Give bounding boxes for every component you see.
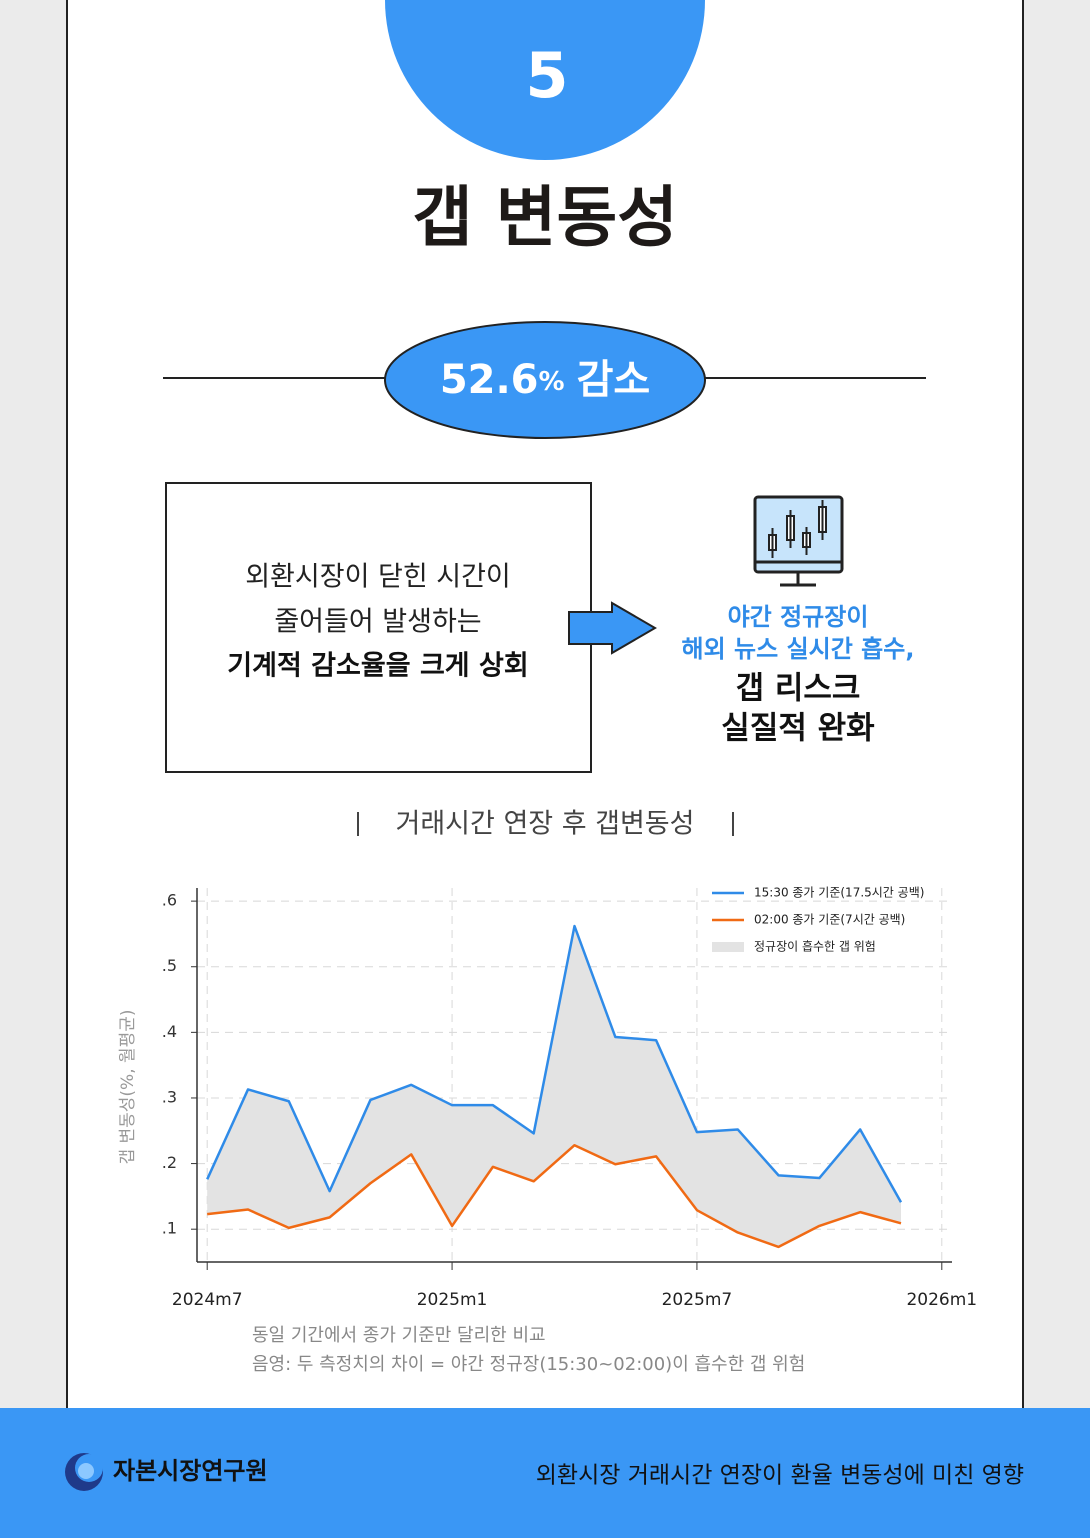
legend-label: 15:30 종가 기준(17.5시간 공백) (754, 886, 924, 900)
x-tick-label: 2026m1 (906, 1290, 977, 1310)
series-line (206, 924, 903, 1203)
y-tick-label: .4 (162, 1022, 177, 1041)
section-number: 5 (525, 39, 568, 112)
legend-label: 정규장이 흡수한 갭 위험 (754, 940, 876, 954)
x-tick-label: 2025m7 (662, 1290, 733, 1310)
legend-swatch (712, 942, 744, 952)
badge (384, 321, 706, 439)
x-tick-label: 2025m1 (417, 1290, 488, 1310)
number-circle (385, 0, 705, 160)
y-tick-label: .5 (162, 956, 177, 975)
y-tick-label: .3 (162, 1087, 177, 1106)
result-line: 갭 리스크 (736, 671, 861, 707)
result-line: 실질적 완화 (721, 711, 875, 747)
y-tick-label: .1 (162, 1219, 177, 1238)
badge-unit: % (539, 367, 565, 397)
y-tick-label: .2 (162, 1153, 177, 1172)
x-tick-label: 2024m7 (172, 1290, 243, 1310)
arrow (568, 601, 657, 655)
result-line: 야간 정규장이 (728, 603, 869, 631)
badge-value: 52.6 (440, 357, 539, 403)
footer-subtitle: 외환시장 거래시간 연장이 환율 변동성에 미친 영향 (536, 1463, 1024, 1489)
badge-text: 52.6% 감소 (440, 357, 650, 403)
box-line: 기계적 감소율을 크게 상회 (227, 651, 528, 682)
footer (0, 1408, 1090, 1538)
note: 동일 기간에서 종가 기준만 달리한 비교 (252, 1325, 546, 1346)
badge-label: 감소 (577, 357, 651, 403)
series-line (207, 1143, 902, 1249)
band-area (207, 926, 901, 1247)
note: 음영: 두 측정치의 차이 = 야간 정규장(15:30~02:00)이 흡수한… (252, 1354, 805, 1375)
chart-title: 거래시간 연장 후 갭변동성 (396, 809, 695, 840)
y-tick-label: .6 (162, 891, 177, 910)
box-line: 줄어들어 발생하는 (274, 607, 481, 638)
monitor-icon (753, 495, 844, 587)
box-line: 외환시장이 닫힌 시간이 (245, 562, 511, 593)
legend-label: 02:00 종가 기준(7시간 공백) (754, 913, 905, 927)
logo-icon (65, 1453, 103, 1491)
chart: .1 .2 .3 .4 .5 .6 2024m7 2025m1 2025m7 2026m1 15:3… (162, 886, 977, 1311)
result-line: 해외 뉴스 실시간 흡수, (682, 635, 915, 663)
y-axis-label: 갭 변동성(%, 월평균) (118, 1009, 138, 1164)
footer-org: 자본시장연구원 (113, 1457, 268, 1485)
title: 갭 변동성 (412, 179, 678, 256)
text-box (165, 482, 592, 773)
